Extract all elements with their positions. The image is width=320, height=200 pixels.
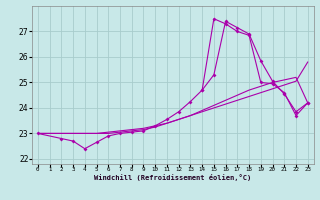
X-axis label: Windchill (Refroidissement éolien,°C): Windchill (Refroidissement éolien,°C) [94, 174, 252, 181]
